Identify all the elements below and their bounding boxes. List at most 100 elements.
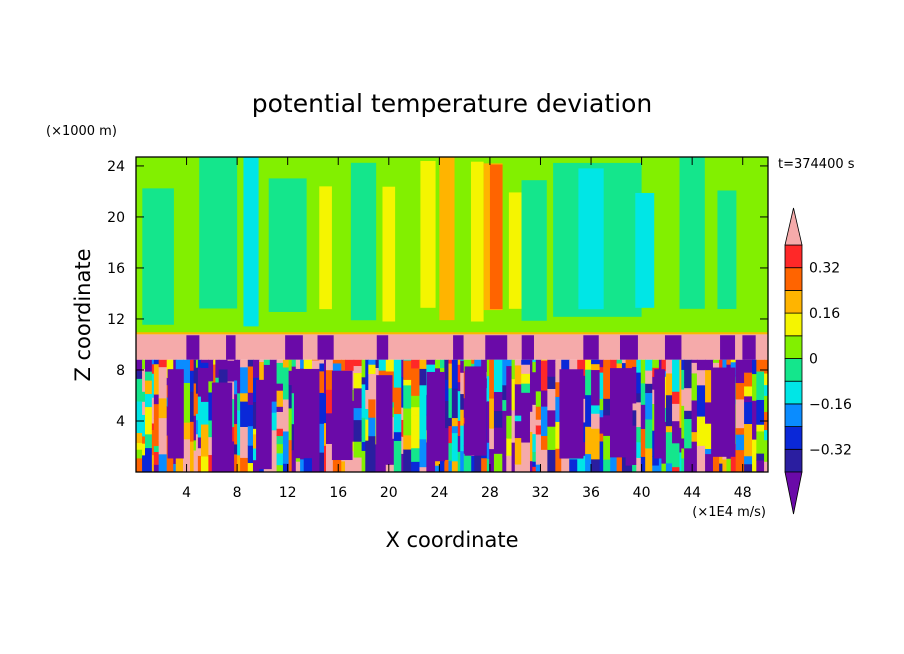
field-cell	[569, 458, 578, 472]
field-cell	[555, 421, 562, 449]
field-cell	[756, 424, 765, 432]
field-cell	[636, 457, 642, 472]
field-cell	[136, 378, 143, 402]
colorbar-box	[784, 380, 803, 405]
field-cell	[411, 395, 421, 408]
field-cell	[585, 369, 592, 396]
field-cell	[153, 445, 160, 453]
field-cell	[332, 359, 342, 364]
field-cell	[521, 359, 531, 365]
field-cell	[752, 359, 757, 368]
field-cell	[197, 367, 202, 397]
field-cell	[696, 384, 706, 417]
field-cell	[636, 441, 642, 458]
field-cell	[319, 362, 325, 372]
field-cell	[247, 359, 254, 367]
field-cell	[511, 359, 516, 380]
field-cell	[200, 455, 209, 472]
field-cell	[451, 460, 459, 472]
field-cell	[485, 335, 508, 360]
field-cell	[486, 442, 490, 459]
colorbar-box	[784, 448, 803, 473]
field-cell	[208, 436, 214, 456]
chart-title: potential temperature deviation	[252, 89, 652, 118]
field-cell	[672, 420, 681, 444]
field-cell	[625, 359, 633, 375]
field-cell	[744, 463, 753, 472]
field-cell	[756, 399, 765, 425]
field-cell	[208, 359, 214, 382]
field-cell	[764, 429, 768, 441]
field-cell	[268, 178, 307, 312]
field-cell	[368, 435, 377, 462]
field-cell	[420, 160, 436, 308]
field-cell	[529, 431, 533, 462]
field-cell	[419, 384, 427, 411]
field-cell	[735, 427, 745, 435]
field-cell	[136, 400, 143, 434]
field-cell	[240, 401, 249, 427]
field-cell	[610, 454, 618, 472]
field-cell	[189, 370, 195, 392]
field-cell	[240, 457, 249, 472]
field-cell	[142, 443, 146, 456]
field-cell	[208, 419, 214, 438]
field-cell	[764, 461, 768, 472]
field-cell	[756, 359, 765, 372]
field-cell	[439, 157, 455, 321]
field-cell	[752, 366, 757, 375]
field-cell	[502, 410, 507, 425]
field-cell	[463, 453, 472, 472]
field-cell	[672, 403, 681, 422]
field-cell	[215, 359, 220, 378]
field-cell	[403, 434, 412, 450]
field-cell	[142, 391, 146, 402]
field-cell	[263, 364, 271, 385]
field-cell	[603, 435, 611, 460]
field-cell	[489, 448, 495, 472]
field-cell	[448, 359, 453, 364]
field-cell	[474, 441, 482, 472]
field-cell	[269, 455, 278, 472]
field-cell	[365, 399, 369, 410]
field-cell	[378, 457, 387, 472]
field-cell	[197, 447, 202, 456]
field-cell	[735, 374, 745, 384]
field-cell	[218, 368, 229, 397]
field-cell	[457, 364, 461, 383]
field-cell	[451, 425, 459, 434]
field-cell	[764, 384, 768, 396]
field-cell	[197, 424, 202, 438]
field-cell	[717, 190, 737, 309]
field-cell	[234, 443, 238, 455]
field-cell	[764, 372, 768, 386]
field-cell	[654, 369, 665, 459]
field-cell	[325, 412, 334, 444]
colorbar-box	[784, 358, 803, 382]
field-cell	[237, 409, 241, 433]
field-cell	[426, 371, 446, 462]
field-cell	[385, 359, 395, 372]
x-tick-label: 36	[582, 485, 600, 501]
field-cell	[193, 415, 197, 441]
colorbar-label: 0.16	[809, 306, 840, 322]
field-cell	[213, 363, 216, 392]
field-cell	[681, 388, 685, 406]
field-cell	[506, 365, 513, 391]
field-cell	[269, 429, 278, 457]
field-cell	[621, 359, 627, 364]
field-cell	[403, 359, 412, 361]
field-cell	[276, 435, 284, 445]
field-cell	[353, 456, 363, 472]
field-cell	[282, 463, 290, 472]
field-cell	[361, 417, 366, 437]
field-cell	[603, 398, 611, 416]
field-cell	[744, 385, 753, 397]
field-cell	[393, 413, 402, 433]
field-cell	[735, 449, 745, 472]
field-cell	[234, 359, 238, 381]
field-cell	[521, 335, 534, 360]
field-cell	[403, 359, 412, 380]
field-cell	[324, 359, 327, 373]
field-cell	[350, 162, 377, 321]
